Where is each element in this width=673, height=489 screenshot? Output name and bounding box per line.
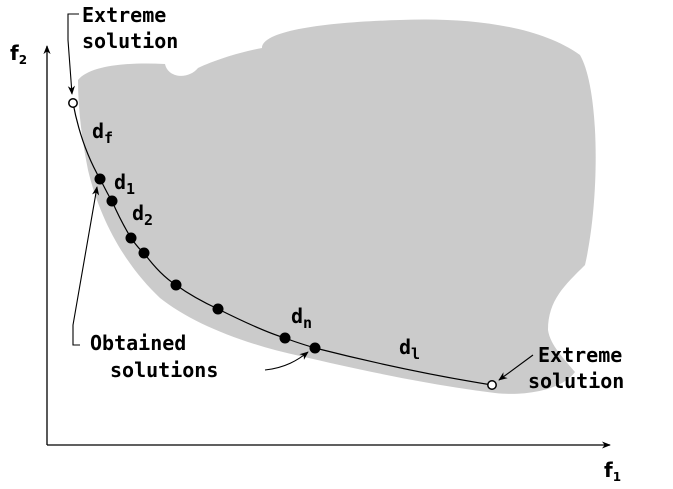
obtained-label-line1: Obtained [90, 331, 186, 355]
distance-label-dl: dl [399, 335, 420, 363]
x-axis-label-subscript: 1 [613, 470, 621, 484]
y-axis-label-subscript: 2 [19, 53, 27, 67]
obtained-label-line2: solutions [110, 358, 218, 382]
extreme-top-label-line2: solution [82, 29, 178, 53]
extreme-top-label-line1: Extreme [82, 3, 166, 27]
solution-point [170, 279, 182, 291]
extreme-point-top [68, 98, 78, 108]
extreme-point-bottom [487, 380, 497, 390]
extreme-bottom-label-line1: Extreme [538, 343, 622, 367]
extreme-bottom-label-line2: solution [528, 369, 624, 393]
distance-label-df: df [92, 119, 113, 147]
x-axis-label: f1 [604, 458, 621, 484]
solution-point [279, 332, 291, 344]
y-axis-label: f2 [10, 41, 27, 67]
solution-point [94, 173, 106, 185]
distance-label-dn: dn [291, 304, 312, 332]
feasible-region [78, 19, 596, 394]
obtained-leader-upper [72, 186, 100, 346]
solution-point [212, 303, 224, 315]
extreme-top-leader [67, 13, 79, 95]
solution-point [138, 247, 150, 259]
solution-point [125, 232, 137, 244]
distance-label-d1: d1 [114, 170, 135, 198]
distance-label-d2: d2 [132, 201, 153, 229]
solution-point [106, 195, 118, 207]
extreme-bottom-leader [498, 354, 534, 381]
solution-point [309, 342, 321, 354]
obtained-leader-lower [264, 351, 309, 371]
